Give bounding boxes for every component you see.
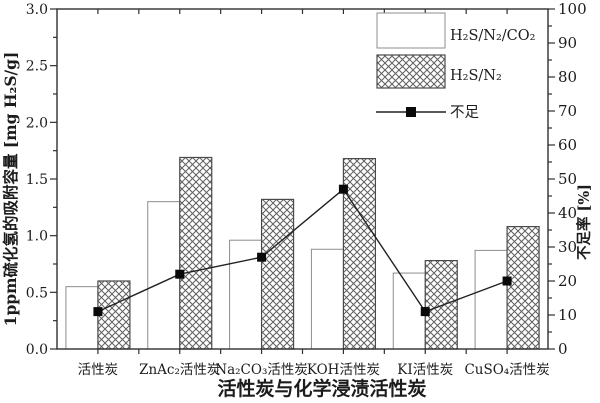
x-category-label: Na₂CO₃活性炭 <box>215 362 308 378</box>
legend: H₂S/N₂/CO₂ H₂S/N₂ 不足 <box>376 12 535 121</box>
y-axis-tick-label-left: 2.5 <box>26 59 48 75</box>
crosshatch-bar <box>97 280 131 350</box>
legend-label: 不足 <box>450 104 479 121</box>
crosshatch-bar <box>342 158 377 350</box>
y-axis-tick-label-right: 80 <box>558 68 577 86</box>
legend-crosshatch-swatch <box>376 54 446 89</box>
y-axis-tick-label-left: 0.0 <box>26 342 48 358</box>
deficiency-marker <box>93 307 103 317</box>
deficiency-marker <box>257 252 267 262</box>
x-category-label: ZnAc₂活性炭 <box>139 362 220 378</box>
open-bar <box>474 249 508 350</box>
open-bar <box>65 286 99 350</box>
y-axis-title-left: 1ppm硫化氢的吸附容量 [mg H₂S/g] <box>1 52 20 327</box>
deficiency-marker <box>420 307 430 317</box>
x-category-label: CuSO₄活性炭 <box>464 362 549 378</box>
y-axis-tick-label-right: 50 <box>558 170 577 188</box>
crosshatch-bar <box>179 156 213 350</box>
open-bar <box>310 248 344 350</box>
legend-open-swatch <box>376 12 446 49</box>
legend-label: H₂S/N₂ <box>450 68 502 84</box>
open-bar <box>392 272 426 350</box>
y-axis-tick-label-right: 30 <box>558 238 577 256</box>
crosshatch-bar <box>506 226 540 350</box>
y-axis-tick-label-right: 20 <box>558 272 577 290</box>
deficiency-marker <box>338 184 348 194</box>
legend-line-marker <box>406 107 416 117</box>
x-category-label: KOH活性炭 <box>307 362 380 378</box>
y-axis-tick-label-left: 0.5 <box>26 285 48 301</box>
y-axis-tick-label-right: 100 <box>558 0 587 18</box>
x-category-label: KI活性炭 <box>397 362 453 378</box>
crosshatch-bar <box>424 260 458 350</box>
y-axis-tick-label-right: 90 <box>558 34 577 52</box>
deficiency-marker <box>502 276 512 286</box>
y-axis-tick-label-right: 60 <box>558 136 577 154</box>
deficiency-line <box>97 188 508 313</box>
y-axis-tick-label-right: 40 <box>558 204 577 222</box>
crosshatch-bar <box>260 198 295 350</box>
y-axis-title-right: 不足率 [%] <box>575 184 593 260</box>
y-axis-tick-label-right: 70 <box>558 102 577 120</box>
open-bar <box>147 201 181 350</box>
x-category-label: 活性炭 <box>78 362 119 378</box>
x-axis-title: 活性炭与化学浸渍活性炭 <box>217 377 426 400</box>
open-bar <box>229 239 263 350</box>
deficiency-marker <box>175 269 185 279</box>
y-axis-tick-label-left: 1.0 <box>26 229 48 245</box>
y-axis-tick-label-left: 3.0 <box>26 2 48 18</box>
y-axis-tick-label-right: 0 <box>558 340 568 358</box>
y-axis-tick-label-left: 2.0 <box>26 115 48 131</box>
y-axis-tick-label-left: 1.5 <box>26 172 48 188</box>
y-axis-tick-label-right: 10 <box>558 306 577 324</box>
legend-label: H₂S/N₂/CO₂ <box>450 28 535 44</box>
